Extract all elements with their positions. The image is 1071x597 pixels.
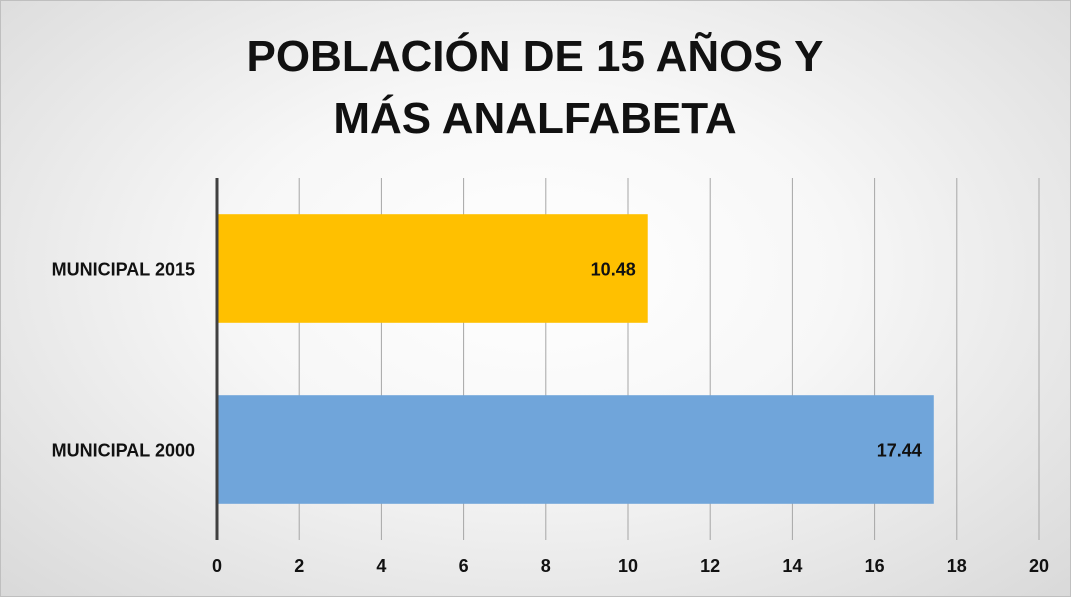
data-label: 17.44	[877, 440, 922, 460]
x-tick-label: 0	[212, 556, 222, 576]
x-tick-label: 6	[459, 556, 469, 576]
x-tick-label: 8	[541, 556, 551, 576]
x-tick-label: 10	[618, 556, 638, 576]
x-tick-label: 16	[865, 556, 885, 576]
x-tick-label: 4	[376, 556, 386, 576]
bar	[217, 395, 934, 504]
data-label: 10.48	[591, 259, 636, 279]
x-tick-label: 18	[947, 556, 967, 576]
x-tick-label: 12	[700, 556, 720, 576]
x-tick-label: 20	[1029, 556, 1049, 576]
bar	[217, 214, 648, 323]
chart-title: POBLACIÓN DE 15 AÑOS Y MÁS ANALFABETA	[246, 32, 824, 143]
x-tick-label: 2	[294, 556, 304, 576]
y-tick-label: MUNICIPAL 2000	[52, 440, 195, 460]
x-tick-label: 14	[782, 556, 802, 576]
y-tick-label: MUNICIPAL 2015	[52, 259, 195, 279]
